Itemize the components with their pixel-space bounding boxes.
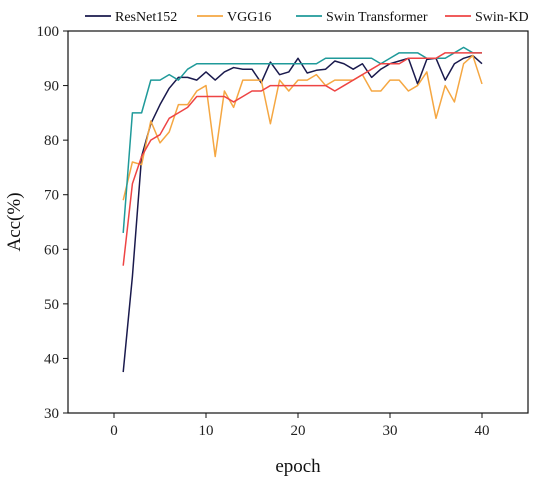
x-tick-label: 10 — [199, 423, 214, 439]
x-tick-label: 30 — [383, 423, 398, 439]
x-tick-label: 20 — [291, 423, 306, 439]
series-line-resnet152 — [122, 54, 483, 373]
axis-ticks: 0 10 20 30 40 30 40 50 60 70 80 90 100 — [37, 24, 490, 439]
y-tick-label: 60 — [44, 242, 59, 258]
legend-label-swin-transformer: Swin Transformer — [326, 10, 428, 25]
legend-label-resnet152: ResNet152 — [115, 10, 177, 25]
series-lines — [122, 46, 483, 373]
y-tick-label: 100 — [37, 24, 60, 40]
y-tick-label: 90 — [44, 79, 59, 95]
x-axis-title: epoch — [275, 456, 321, 477]
x-tick-label: 0 — [110, 423, 118, 439]
x-tick-label: 40 — [475, 423, 490, 439]
y-tick-label: 30 — [44, 406, 59, 422]
y-tick-label: 50 — [44, 297, 59, 313]
legend: ResNet152 VGG16 Swin Transformer Swin-KD — [85, 10, 529, 25]
legend-label-vgg16: VGG16 — [227, 10, 271, 25]
y-axis-title: Acc(%) — [4, 192, 25, 251]
series-line-vgg16 — [122, 54, 483, 201]
y-tick-label: 40 — [44, 351, 59, 367]
legend-label-swin-kd: Swin-KD — [475, 10, 529, 25]
y-tick-label: 80 — [44, 133, 59, 149]
series-line-swin-transformer — [122, 46, 482, 233]
y-tick-label: 70 — [44, 188, 59, 204]
series-line-swin-kd — [122, 52, 482, 266]
